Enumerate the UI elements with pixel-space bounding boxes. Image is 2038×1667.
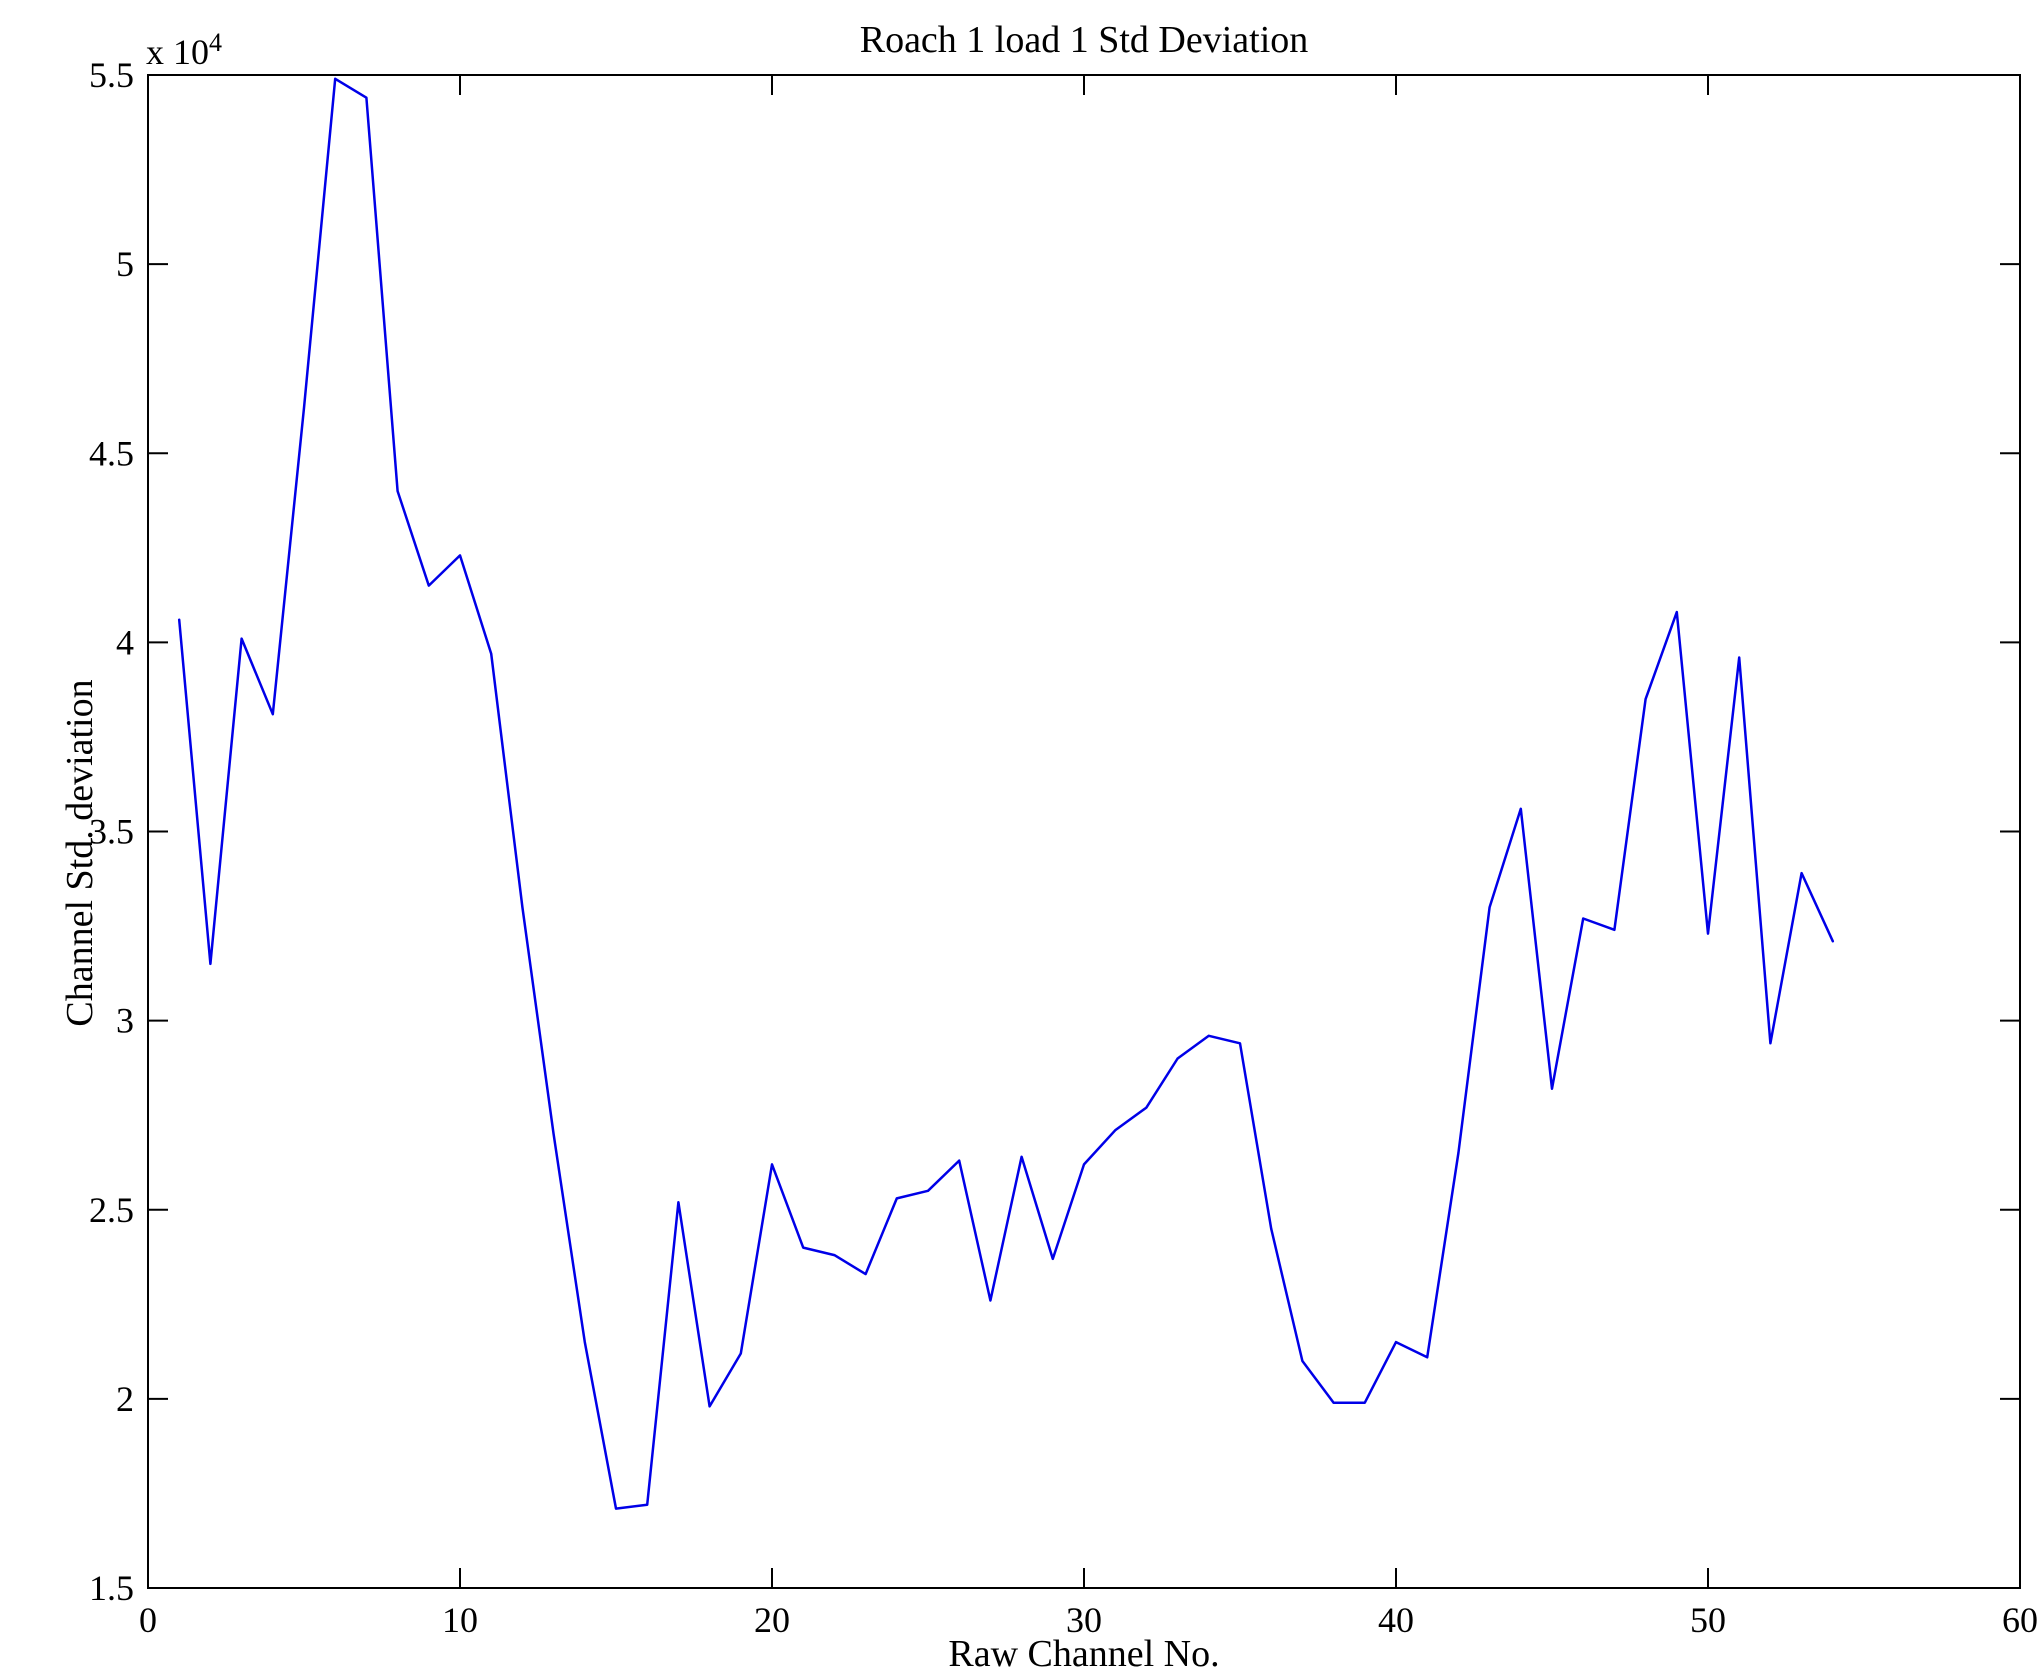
y-axis-label: Channel Std. deviation: [59, 679, 101, 1027]
x-tick-label: 60: [2002, 1600, 2038, 1640]
y-axis-multiplier-base: x 10: [146, 32, 209, 72]
y-tick-label: 5: [116, 244, 134, 284]
chart-line: [177, 77, 1835, 1510]
y-tick-label: 2: [116, 1379, 134, 1419]
y-tick-label: 4.5: [89, 433, 134, 473]
x-tick-label: 20: [754, 1600, 790, 1640]
y-axis-multiplier-exp: 4: [209, 28, 222, 57]
y-axis-multiplier: x 104: [146, 28, 222, 73]
y-tick-label: 3.5: [89, 812, 134, 852]
x-tick-label: 30: [1066, 1600, 1102, 1640]
chart-title: Roach 1 load 1 Std Deviation: [859, 19, 1309, 61]
y-tick-label: 2.5: [89, 1190, 134, 1230]
x-tick-label: 0: [139, 1600, 157, 1640]
y-tick-label: 4: [116, 622, 134, 662]
x-axis-label: Raw Channel No.: [948, 1633, 1220, 1667]
x-tick-label: 50: [1690, 1600, 1726, 1640]
x-tick-label: 40: [1378, 1600, 1414, 1640]
y-tick-label: 5.5: [89, 55, 134, 95]
plot-box: [147, 74, 2021, 1589]
y-tick-label: 1.5: [89, 1568, 134, 1608]
y-tick-label: 3: [116, 1001, 134, 1041]
x-tick-label: 10: [442, 1600, 478, 1640]
